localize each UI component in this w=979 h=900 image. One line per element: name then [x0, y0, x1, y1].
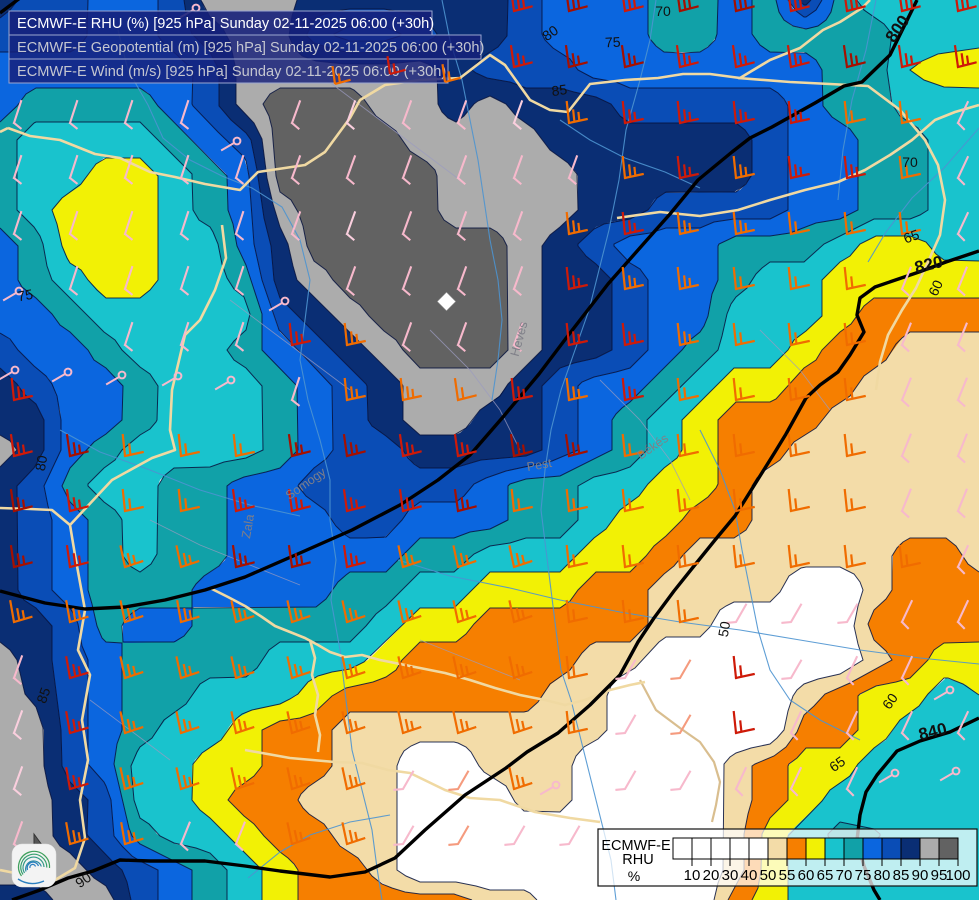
svg-text:ECMWF-E Geopotential (m) [925: ECMWF-E Geopotential (m) [925 hPa] Sunda… [17, 40, 484, 56]
svg-text:65: 65 [817, 867, 834, 884]
svg-text:75: 75 [16, 286, 34, 304]
svg-text:75: 75 [605, 34, 622, 51]
svg-text:75: 75 [855, 867, 872, 884]
svg-text:95: 95 [931, 867, 948, 884]
svg-text:Pest: Pest [526, 456, 554, 474]
svg-text:20: 20 [703, 867, 720, 884]
svg-text:10: 10 [684, 867, 701, 884]
svg-text:70: 70 [655, 3, 671, 19]
svg-text:50: 50 [760, 867, 777, 884]
svg-text:100: 100 [945, 867, 970, 884]
svg-text:70: 70 [902, 154, 918, 170]
svg-text:ECMWF-E Wind (m/s) [925 hPa] S: ECMWF-E Wind (m/s) [925 hPa] Sunday 02-1… [17, 64, 446, 80]
svg-text:60: 60 [925, 277, 946, 298]
svg-text:85: 85 [33, 685, 53, 705]
svg-text:ECMWF-E RHU (%) [925 hPa] Sund: ECMWF-E RHU (%) [925 hPa] Sunday 02-11-2… [17, 16, 434, 32]
svg-text:80: 80 [874, 867, 891, 884]
svg-text:70: 70 [836, 867, 853, 884]
svg-text:50: 50 [715, 620, 733, 638]
svg-text:60: 60 [798, 867, 815, 884]
svg-text:65: 65 [901, 226, 921, 246]
svg-text:%: % [628, 868, 640, 884]
svg-text:80: 80 [32, 454, 50, 472]
svg-text:30: 30 [722, 867, 739, 884]
svg-text:ECMWF-E: ECMWF-E [601, 838, 671, 854]
svg-text:85: 85 [550, 81, 568, 99]
svg-text:90: 90 [912, 867, 929, 884]
svg-text:RHU: RHU [622, 852, 653, 868]
svg-text:85: 85 [893, 867, 910, 884]
svg-text:Zala: Zala [239, 513, 257, 539]
svg-text:40: 40 [741, 867, 758, 884]
svg-text:55: 55 [779, 867, 796, 884]
